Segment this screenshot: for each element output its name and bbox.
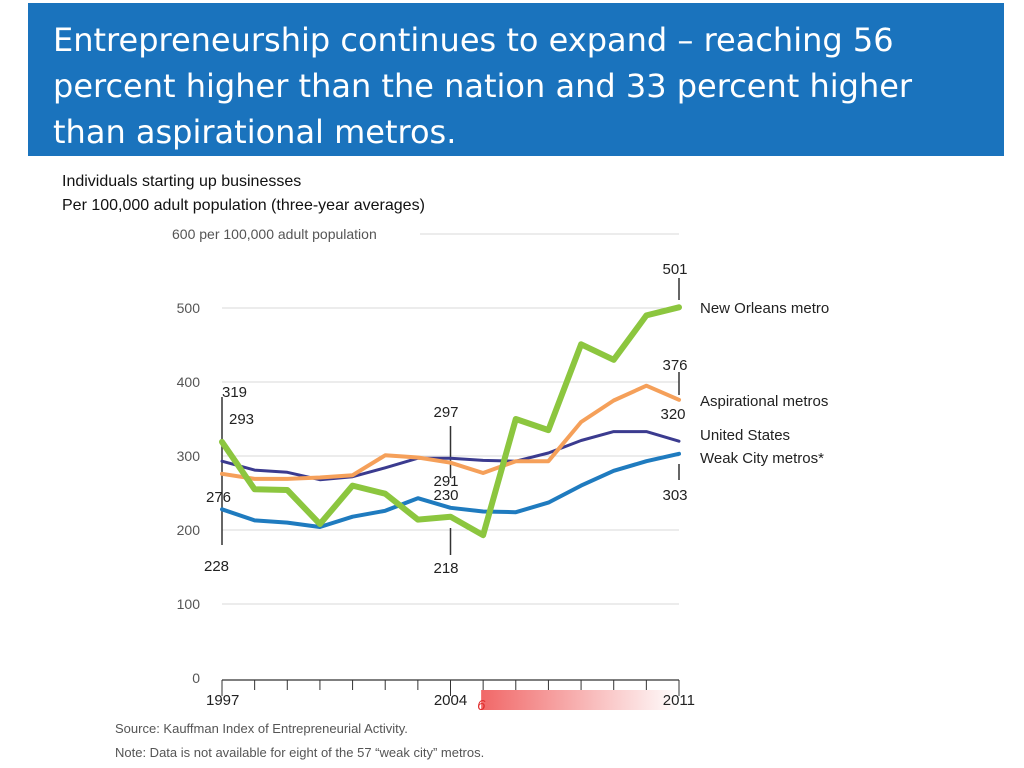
data-label: 376 <box>662 357 687 374</box>
chart-subtitle-line2: Per 100,000 adult population (three-year… <box>62 197 425 214</box>
highlight-band <box>481 690 681 710</box>
x-tick-label: 1997 <box>206 692 239 709</box>
data-label: 320 <box>660 406 685 423</box>
y-tick-label: 400 <box>177 374 201 390</box>
x-tick-label: 2011 <box>663 692 695 709</box>
data-note: Note: Data is not available for eight of… <box>115 745 485 760</box>
y-tick-label: 100 <box>177 596 201 612</box>
highlight-start-label: 6 <box>477 697 486 714</box>
y-tick-label: 200 <box>177 522 201 538</box>
data-label: 303 <box>662 487 687 504</box>
y-tick-label: 300 <box>177 448 201 464</box>
title-banner: Entrepreneurship continues to expand – r… <box>28 3 1004 156</box>
series-line-united-states <box>220 430 681 482</box>
data-label: 276 <box>206 489 231 506</box>
data-label: 218 <box>433 560 458 577</box>
data-label: 291 <box>433 473 458 490</box>
series-line-new-orleans-metro <box>219 304 682 539</box>
data-label: 230 <box>433 487 458 504</box>
legend-label: New Orleans metro <box>700 300 829 317</box>
source-note: Source: Kauffman Index of Entrepreneuria… <box>115 721 408 736</box>
legend-label: United States <box>700 427 790 444</box>
data-label: 501 <box>662 261 687 278</box>
y-tick-label: 0 <box>192 670 200 686</box>
chart-subtitle-line1: Individuals starting up businesses <box>62 173 302 190</box>
legend-label: Aspirational metros <box>700 393 828 410</box>
x-tick-label: 2004 <box>434 692 467 709</box>
legend-label: Weak City metros* <box>700 450 824 467</box>
data-label: 319 <box>222 384 247 401</box>
data-label: 228 <box>204 558 229 575</box>
series-line-aspirational-metros <box>220 383 681 481</box>
series-line-weak-city-metros- <box>220 451 681 529</box>
data-label: 297 <box>433 404 458 421</box>
y-tick-label: 600 per 100,000 adult population <box>172 226 377 242</box>
data-label: 293 <box>229 411 254 428</box>
y-tick-label: 500 <box>177 300 201 316</box>
slide-title: Entrepreneurship continues to expand – r… <box>53 21 913 151</box>
